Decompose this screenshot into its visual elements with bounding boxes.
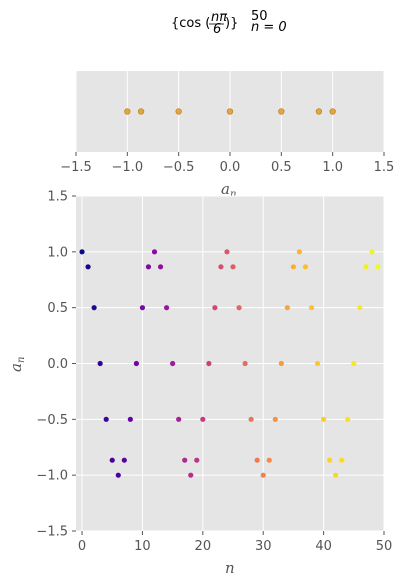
top-x-tick-label: −0.5 — [163, 160, 195, 175]
bottom-point — [91, 305, 97, 311]
figure-title: {cos ( nπ 6 )} 50 n = 0 — [171, 9, 287, 37]
bottom-y-tick-label: 0.5 — [47, 301, 68, 316]
bottom-point — [139, 305, 146, 311]
bottom-point — [302, 264, 309, 270]
bottom-point — [200, 416, 206, 422]
bottom-point — [188, 472, 194, 478]
top-x-tick-label: 1.5 — [374, 160, 395, 175]
top-x-axis-label: an — [221, 180, 236, 200]
bottom-point — [85, 264, 91, 270]
bottom-point — [266, 457, 272, 463]
bottom-point — [103, 416, 109, 422]
bottom-point — [242, 360, 248, 367]
top-x-tick-label: 0.0 — [220, 160, 241, 175]
top-panel: −1.5 −1.0 −0.5 0.0 0.5 1.0 1.5 an — [60, 71, 394, 200]
bottom-point — [127, 416, 133, 422]
bottom-point — [236, 305, 242, 311]
bottom-point — [321, 416, 327, 422]
title-sup: 50 — [251, 9, 268, 24]
bottom-gridlines — [76, 195, 385, 532]
bottom-x-tick-label: 50 — [376, 539, 393, 554]
bottom-point — [333, 472, 339, 478]
bottom-x-tick-label: 30 — [255, 539, 272, 554]
bottom-point — [351, 360, 357, 367]
top-point — [124, 108, 131, 115]
bottom-point — [230, 264, 236, 270]
top-x-ticks: −1.5 −1.0 −0.5 0.0 0.5 1.0 1.5 — [60, 152, 394, 175]
title-open: {cos ( — [171, 16, 210, 31]
bottom-y-axis-label: an — [7, 357, 27, 372]
bottom-y-tick-label: −1.0 — [36, 469, 68, 484]
top-point — [329, 108, 336, 115]
bottom-panel: 0 10 20 30 40 50 −1.5 −1.0 −0.5 0.0 0.5 1.0 1.5 n a… — [7, 190, 392, 578]
bottom-x-ticks: 0 10 20 30 40 50 — [78, 531, 392, 554]
bottom-point — [339, 457, 345, 463]
top-point — [315, 108, 323, 115]
bottom-point — [212, 305, 218, 311]
bottom-point — [79, 249, 85, 255]
title-den: 6 — [213, 22, 221, 37]
bottom-point — [290, 264, 297, 270]
bottom-point — [182, 457, 188, 463]
bottom-point — [151, 249, 158, 255]
top-point — [137, 108, 145, 115]
bottom-point — [327, 457, 333, 463]
bottom-x-tick-label: 10 — [134, 539, 151, 554]
bottom-point — [145, 264, 152, 270]
bottom-y-tick-label: 1.5 — [47, 190, 68, 205]
bottom-point — [176, 416, 182, 422]
bottom-point — [133, 360, 139, 367]
bottom-point — [357, 305, 363, 311]
bottom-point — [272, 416, 278, 422]
bottom-point — [345, 416, 351, 422]
bottom-y-tick-label: 1.0 — [47, 245, 68, 260]
bottom-y-ticks: −1.5 −1.0 −0.5 0.0 0.5 1.0 1.5 — [36, 190, 76, 540]
bottom-y-tick-label: −0.5 — [36, 413, 68, 428]
bottom-point — [224, 249, 230, 255]
bottom-point — [109, 457, 115, 463]
bottom-point — [97, 360, 103, 367]
top-x-tick-label: −1.0 — [112, 160, 144, 175]
top-point — [175, 108, 182, 115]
bottom-point — [260, 472, 266, 478]
top-x-tick-label: 1.0 — [322, 160, 343, 175]
bottom-point — [254, 457, 260, 463]
bottom-point — [278, 360, 284, 367]
bottom-y-tick-label: 0.0 — [47, 357, 68, 372]
bottom-point — [363, 264, 369, 270]
title-num: nπ — [211, 10, 227, 25]
title-sub: n = 0 — [251, 20, 287, 35]
bottom-point — [206, 360, 212, 367]
top-point — [226, 108, 234, 115]
bottom-point — [157, 264, 164, 270]
bottom-x-axis-label: n — [225, 559, 235, 577]
bottom-point — [375, 264, 381, 270]
bottom-point — [314, 360, 321, 367]
top-x-tick-label: 0.5 — [271, 160, 292, 175]
bottom-point — [163, 305, 170, 311]
bottom-point — [284, 305, 290, 311]
top-point — [278, 108, 285, 115]
bottom-point — [115, 472, 121, 478]
bottom-x-tick-label: 0 — [78, 539, 86, 554]
bottom-points — [79, 249, 381, 478]
bottom-point — [296, 249, 303, 255]
bottom-point — [369, 249, 375, 255]
bottom-point — [308, 305, 315, 311]
bottom-point — [248, 416, 254, 422]
bottom-y-tick-label: −1.5 — [36, 525, 68, 540]
top-points — [124, 108, 336, 115]
bottom-x-tick-label: 20 — [195, 539, 212, 554]
bottom-point — [194, 457, 200, 463]
top-x-tick-label: −1.5 — [60, 160, 92, 175]
bottom-point — [170, 360, 176, 367]
bottom-point — [218, 264, 224, 270]
title-close: )} — [225, 16, 238, 31]
bottom-point — [121, 457, 127, 463]
bottom-x-tick-label: 40 — [315, 539, 332, 554]
